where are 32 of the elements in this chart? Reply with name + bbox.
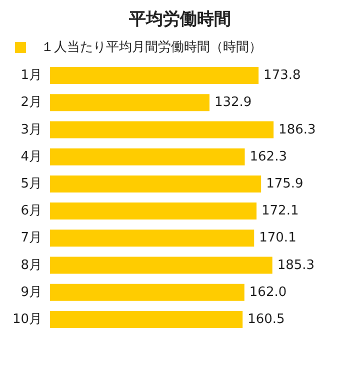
data-label: 172.1 bbox=[262, 204, 299, 219]
y-tick-label: 8月 bbox=[20, 258, 42, 273]
bar bbox=[50, 94, 210, 112]
y-tick-label: 3月 bbox=[20, 122, 42, 138]
data-label: 185.3 bbox=[277, 258, 315, 273]
data-label: 186.3 bbox=[278, 122, 316, 138]
data-label: 175.9 bbox=[266, 176, 304, 192]
bar bbox=[50, 121, 274, 138]
bar bbox=[50, 284, 244, 301]
y-tick-label: 4月 bbox=[20, 149, 42, 164]
chart-title: 平均労働時間 bbox=[128, 10, 231, 30]
bar bbox=[50, 67, 259, 84]
y-tick-label: 2月 bbox=[20, 95, 42, 110]
data-label: 173.8 bbox=[264, 68, 301, 84]
bar bbox=[50, 256, 272, 274]
y-tick-label: 7月 bbox=[20, 230, 42, 246]
y-tick-label: 9月 bbox=[20, 284, 42, 300]
bar bbox=[50, 148, 245, 166]
data-label: 132.9 bbox=[214, 95, 252, 110]
y-tick-label: 10月 bbox=[12, 312, 42, 327]
bar bbox=[50, 202, 257, 220]
y-tick-label: 6月 bbox=[20, 204, 42, 219]
data-label: 162.0 bbox=[249, 284, 287, 300]
data-label: 162.3 bbox=[250, 149, 287, 164]
bar bbox=[50, 230, 254, 247]
y-tick-label: 5月 bbox=[20, 176, 42, 192]
data-label: 160.5 bbox=[248, 312, 285, 327]
data-label: 170.1 bbox=[259, 230, 296, 246]
legend-label: １人当たり平均月間労働時間（時間） bbox=[41, 40, 262, 55]
y-tick-label: 1月 bbox=[20, 68, 42, 84]
bar bbox=[50, 310, 243, 328]
bar bbox=[50, 175, 262, 192]
